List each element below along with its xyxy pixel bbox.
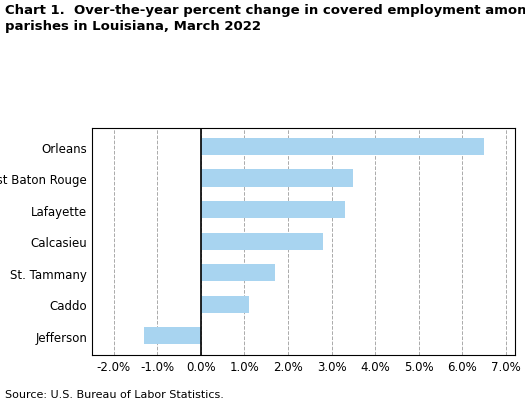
Bar <box>201 139 484 156</box>
Bar <box>201 233 323 250</box>
Bar <box>144 327 201 344</box>
Bar <box>201 296 249 313</box>
Text: Source: U.S. Bureau of Labor Statistics.: Source: U.S. Bureau of Labor Statistics. <box>5 389 224 399</box>
Text: Chart 1.  Over-the-year percent change in covered employment among the largest
p: Chart 1. Over-the-year percent change in… <box>5 4 525 33</box>
Bar <box>201 170 353 187</box>
Bar <box>201 202 344 219</box>
Bar <box>201 264 275 282</box>
